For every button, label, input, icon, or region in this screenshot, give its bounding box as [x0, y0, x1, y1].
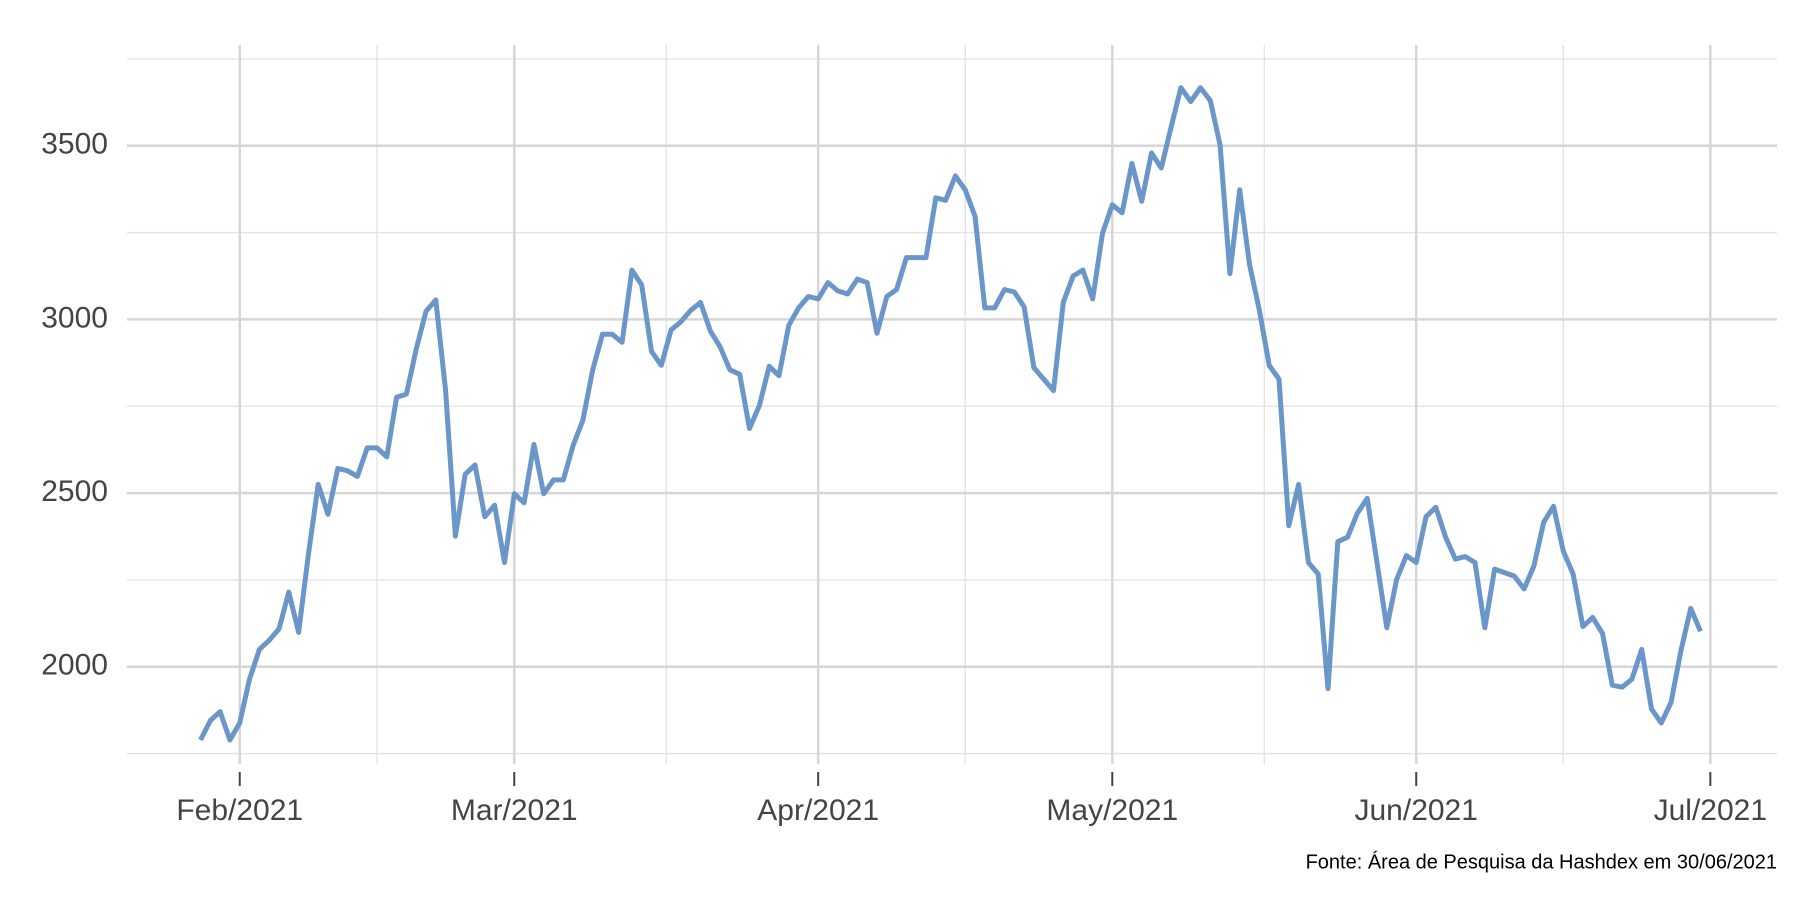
x-tick-label: Jun/2021	[1354, 794, 1477, 827]
x-tick-label: Feb/2021	[176, 794, 303, 827]
data-line	[198, 85, 1703, 743]
x-tick-label: Jul/2021	[1654, 794, 1767, 827]
y-tick-label: 2500	[41, 475, 108, 508]
x-tick-label: Mar/2021	[451, 794, 578, 827]
y-tick-label: 2000	[41, 649, 108, 682]
x-tick-label: Apr/2021	[757, 794, 879, 827]
y-tick-label: 3000	[41, 301, 108, 334]
caption: Fonte: Área de Pesquisa da Hashdex em 30…	[1306, 850, 1777, 873]
x-tick-label: May/2021	[1046, 794, 1178, 827]
y-tick-label: 3500	[41, 128, 108, 161]
